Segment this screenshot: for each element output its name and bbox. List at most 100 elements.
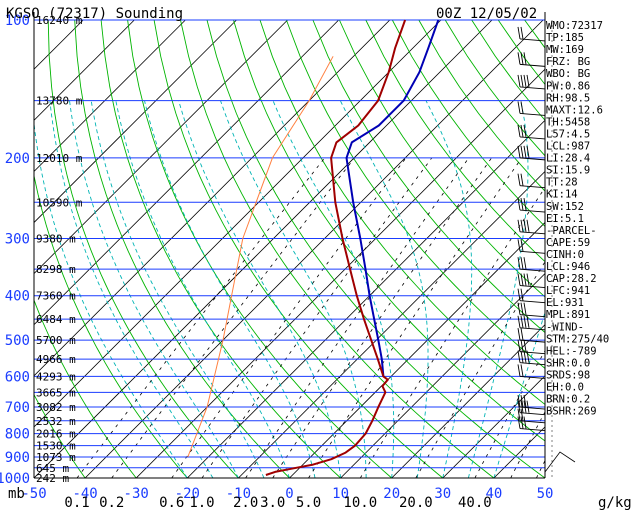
mixing-ratio-tick-label: 10.0 [343, 495, 377, 511]
wind-barb-flag [523, 124, 527, 137]
wind-barb-flag [523, 273, 527, 286]
wind-barb-flag [520, 197, 524, 211]
height-label: 9380 m [36, 233, 76, 246]
wind-barb-flag [520, 219, 524, 232]
wind-barb-flag [520, 416, 524, 429]
wind-barb-flag [520, 26, 524, 40]
index-entry: LCL:987 [546, 141, 590, 153]
index-entry: HEL:-789 [546, 345, 597, 357]
wind-barb-flag [517, 394, 521, 408]
index-entry: MAXT:12.6 [546, 104, 603, 116]
wind-barb-flag [517, 239, 521, 252]
mixing-ratio-tick-label: 5.0 [296, 495, 321, 511]
mixing-ratio-tick-label: 2.0 [233, 495, 258, 511]
wind-barb-flag [523, 350, 527, 363]
wind-barb-flag [520, 400, 524, 413]
wind-barb-flag [526, 273, 530, 286]
wind-barb-staff [519, 362, 546, 366]
isotherm-line [34, 19, 186, 172]
wind-barb-flag [520, 288, 524, 301]
index-entry: SHR:0.0 [546, 357, 590, 369]
height-label: 10590 m [36, 196, 83, 209]
wind-barb-flag [520, 145, 524, 158]
wind-barb-flag [526, 145, 530, 158]
temperature-tick-label: 0 [285, 486, 293, 502]
wind-barb-flag [517, 315, 521, 328]
temperature-tick-label: 40 [485, 486, 502, 502]
temperature-tick-label: 30 [434, 486, 451, 502]
wind-barb-flag [520, 173, 524, 186]
height-label: 3082 m [36, 401, 76, 414]
wind-barb-staff [519, 314, 546, 318]
wind-barb-flag [517, 364, 521, 377]
dry-adiabat-line [604, 20, 640, 478]
pressure-tick-label: 1000 [0, 471, 30, 487]
moist-adiabat-line [467, 100, 529, 478]
dewpoint-line [187, 56, 334, 458]
height-label: 8298 m [36, 263, 76, 276]
wind-barb-flag [517, 302, 521, 315]
wind-barb-staff [519, 250, 546, 254]
dry-adiabat-line [127, 19, 392, 478]
sounding-profiles [187, 19, 440, 476]
index-entry: EH:0.0 [546, 382, 584, 394]
wind-barb-flag [517, 328, 521, 341]
dry-adiabat-line [418, 19, 545, 192]
mixing-ratio-line [359, 186, 545, 478]
index-entry: FRZ: BG [546, 56, 590, 68]
mixing-ratio-tick-label: 40.0 [458, 495, 492, 511]
wind-barb-staff [519, 113, 546, 116]
wind-barb-flag [523, 416, 527, 429]
wind-barb-staff [519, 157, 546, 161]
wind-barb-flag [520, 273, 524, 286]
wind-barb-flag [523, 315, 527, 328]
wind-barb-staff [519, 63, 546, 67]
mixing-ratio-line [171, 157, 407, 478]
mixing-ratio-tick-label: 3.0 [260, 495, 285, 511]
mixing-ratio-line [474, 349, 545, 478]
height-label: 242 m [36, 472, 69, 485]
wind-barb-staff [519, 428, 546, 432]
temperature-tick-label: -50 [21, 486, 46, 502]
wind-barb-flag [517, 219, 521, 232]
height-label: 16240 m [36, 14, 83, 27]
mixing-ratio-tick-label: 0.2 [99, 495, 124, 511]
isotherm-line [340, 273, 545, 478]
wind-barbs [517, 20, 553, 478]
index-entry: TP:185 [546, 32, 584, 44]
wind-barb-staff [519, 285, 546, 288]
temperature-tick-label: -40 [72, 486, 97, 502]
moist-adiabat-line [49, 100, 214, 478]
index-entry: SW:152 [546, 201, 584, 213]
isotherm-line [84, 19, 544, 478]
index-entry: EL:931 [546, 297, 584, 309]
wind-barb-flag [517, 339, 521, 352]
hodograph-trace [544, 451, 576, 473]
index-entry: SI:15.9 [546, 165, 590, 177]
hodograph-stub [544, 451, 576, 473]
height-label: 7360 m [36, 290, 76, 303]
wind-barb-flag [517, 124, 521, 137]
moist-adiabat-line [178, 100, 342, 478]
wind-barb-flag [523, 197, 527, 211]
index-entry: -WIND- [546, 321, 584, 333]
pressure-tick-label: 500 [5, 333, 30, 349]
wind-barb-flag [523, 400, 527, 413]
wind-barb-staff [519, 327, 546, 331]
moist-adiabat-line [34, 119, 188, 478]
moist-adiabat-line [90, 100, 265, 478]
wind-barb-flag [520, 315, 524, 328]
height-label: 2532 m [36, 415, 76, 428]
wind-barb-flag [523, 302, 527, 315]
wind-barb-flag [520, 52, 524, 65]
temperature-line [265, 19, 407, 476]
wind-barb-flag [517, 74, 521, 88]
wind-barb-flag [520, 101, 524, 114]
mixing-ratio-line [111, 157, 355, 478]
temperature-tick-label: 50 [537, 486, 554, 502]
wind-barb-staff [519, 268, 546, 272]
wind-barb-flag [520, 239, 524, 252]
dry-adiabat-line [391, 19, 545, 227]
index-entry: TH:5458 [546, 116, 590, 128]
